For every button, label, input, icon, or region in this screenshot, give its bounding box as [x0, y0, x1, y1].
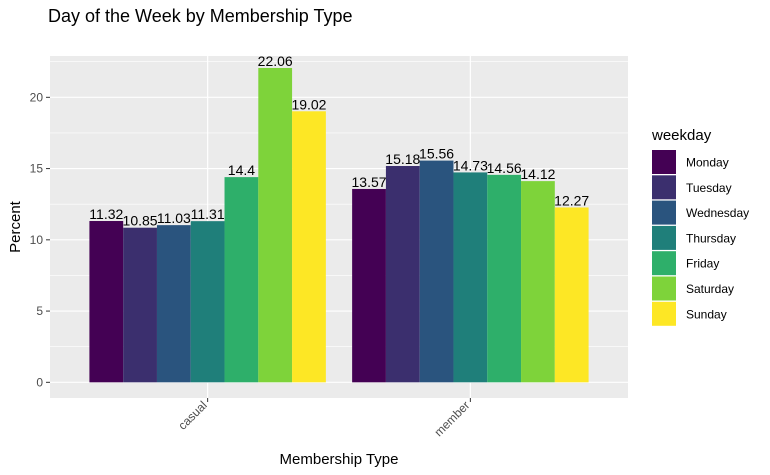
legend-swatch-saturday: [652, 276, 676, 301]
data-label-casual-friday: 14.4: [228, 162, 255, 178]
legend-label-sunday: Sunday: [686, 307, 727, 321]
data-label-casual-thursday: 11.31: [191, 206, 225, 222]
data-label-casual-sunday: 19.02: [291, 96, 326, 112]
bar-casual-monday: [89, 221, 124, 383]
data-label-member-tuesday: 15.18: [385, 151, 420, 167]
y-tick-label: 0: [36, 375, 43, 389]
bars: [89, 67, 589, 383]
y-tick-label: 20: [30, 90, 44, 104]
bar-member-wednesday: [419, 160, 454, 383]
bar-casual-sunday: [292, 111, 326, 383]
bar-member-tuesday: [385, 166, 420, 383]
legend-label-tuesday: Tuesday: [686, 181, 732, 195]
chart-title: Day of the Week by Membership Type: [48, 6, 352, 26]
bar-member-friday: [487, 174, 522, 383]
data-label-member-friday: 14.56: [487, 160, 522, 176]
bar-member-monday: [352, 188, 386, 383]
bar-casual-saturday: [258, 67, 293, 383]
data-label-member-wednesday: 15.56: [419, 146, 454, 162]
legend-label-friday: Friday: [686, 257, 719, 271]
bar-member-sunday: [554, 207, 589, 383]
bar-casual-thursday: [190, 221, 225, 383]
bar-member-saturday: [521, 181, 555, 383]
legend-swatch-tuesday: [652, 175, 676, 200]
legend-label-monday: Monday: [686, 156, 729, 170]
x-tick-label-member: member: [431, 398, 472, 439]
bar-casual-tuesday: [123, 227, 157, 383]
bar-member-thursday: [453, 172, 488, 383]
data-label-member-saturday: 14.12: [520, 166, 555, 182]
data-label-member-thursday: 14.73: [453, 157, 488, 173]
legend-swatch-wednesday: [652, 200, 676, 225]
data-label-casual-wednesday: 11.03: [157, 210, 191, 226]
bar-casual-wednesday: [156, 225, 191, 383]
bar-casual-friday: [224, 177, 259, 383]
legend-label-saturday: Saturday: [686, 282, 734, 296]
legend-swatch-thursday: [652, 225, 676, 250]
y-tick-label: 5: [36, 304, 43, 318]
x-tick-label-casual: casual: [175, 398, 209, 432]
x-axis: casual member: [175, 398, 472, 439]
legend-label-wednesday: Wednesday: [686, 206, 749, 220]
data-label-casual-saturday: 22.06: [258, 53, 293, 69]
data-label-member-sunday: 12.27: [554, 192, 589, 208]
data-labels: 11.32 10.85 11.03 11.31 14.4 22.06 19.02 13.57 1…: [89, 53, 589, 229]
legend-label-thursday: Thursday: [686, 231, 736, 245]
legend-swatch-friday: [652, 251, 676, 276]
data-label-casual-tuesday: 10.85: [123, 213, 158, 229]
y-tick-label: 10: [30, 233, 44, 247]
y-axis: 0 5 10 15 20: [30, 90, 50, 389]
legend-title: weekday: [651, 127, 712, 144]
x-axis-title: Membership Type: [280, 451, 399, 468]
data-label-member-monday: 13.57: [352, 174, 387, 190]
data-label-casual-monday: 11.32: [89, 206, 123, 222]
legend: weekday Monday Tuesday Wednesday Thursday Fr…: [651, 127, 749, 326]
y-axis-title: Percent: [7, 200, 24, 253]
legend-swatch-monday: [652, 150, 676, 174]
y-tick-label: 15: [30, 162, 44, 176]
legend-swatch-sunday: [652, 301, 676, 326]
